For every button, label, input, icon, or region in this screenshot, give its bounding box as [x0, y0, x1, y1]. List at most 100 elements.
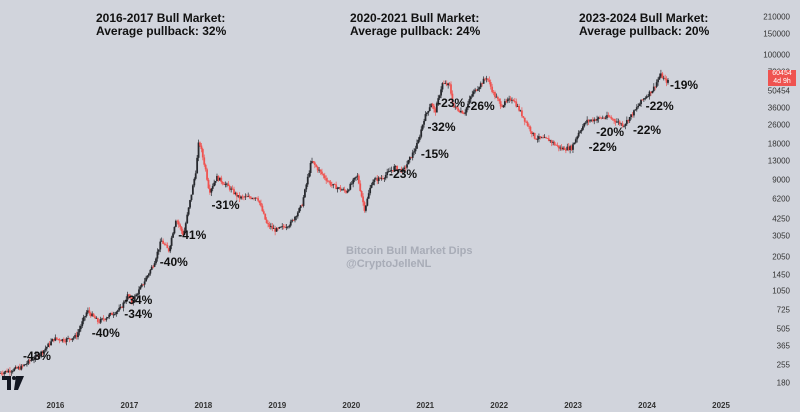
- candle-body: [308, 172, 311, 177]
- candle-body: [304, 189, 306, 198]
- candle-body: [335, 184, 338, 190]
- pullback-label: -40%: [159, 254, 188, 269]
- candle-body: [448, 83, 451, 85]
- pullback-label: -26%: [466, 99, 495, 114]
- candle-body: [177, 221, 180, 225]
- candle-body: [528, 125, 530, 127]
- candle-body: [620, 123, 623, 125]
- candle-body: [70, 339, 72, 340]
- candle-body: [119, 306, 122, 308]
- candle-body: [200, 145, 203, 150]
- candle-body: [208, 188, 211, 193]
- candle-body: [40, 351, 43, 355]
- candle-body: [319, 169, 322, 172]
- candle-body: [608, 116, 611, 118]
- candle-body: [391, 170, 394, 171]
- y-tick-label: 505: [776, 324, 790, 334]
- candle-body: [367, 193, 370, 199]
- candle-body: [423, 120, 425, 125]
- candle-body: [484, 78, 486, 80]
- candle-body: [84, 316, 86, 318]
- candle-body: [633, 110, 635, 116]
- candle-body: [77, 332, 79, 338]
- candle-body: [321, 171, 323, 175]
- candle-body: [406, 164, 408, 168]
- candle-body: [589, 120, 591, 122]
- candle-body: [72, 337, 75, 339]
- y-tick-label: 725: [776, 305, 790, 315]
- candle-body: [174, 220, 177, 227]
- tradingview-logo[interactable]: [2, 376, 24, 390]
- candle-body: [258, 200, 261, 204]
- candle-body: [594, 119, 597, 121]
- candle-body: [634, 109, 637, 111]
- candle-body: [482, 78, 485, 84]
- candle-body: [3, 372, 6, 375]
- candle-body: [435, 103, 438, 113]
- candle-body: [508, 98, 511, 100]
- candle-body: [516, 105, 519, 107]
- candle-body: [287, 226, 289, 228]
- candle-body: [468, 99, 471, 104]
- candle-body: [312, 161, 315, 163]
- candle-body: [67, 338, 69, 339]
- candle-body: [363, 202, 366, 211]
- candle-body: [121, 306, 123, 308]
- candle-body: [7, 370, 10, 373]
- y-tick-label: 1050: [772, 286, 790, 296]
- candle-body: [573, 142, 576, 145]
- candle-body: [569, 146, 572, 151]
- candle-body: [349, 183, 352, 190]
- candle-body: [142, 284, 145, 286]
- candle-body: [220, 177, 223, 183]
- candle-body: [642, 98, 645, 100]
- candle-body: [538, 136, 540, 139]
- candle-body: [62, 339, 65, 342]
- candle-body: [576, 136, 579, 140]
- candle-body: [376, 178, 379, 182]
- candle-body: [133, 296, 136, 302]
- candle-body: [475, 89, 478, 91]
- candle-body: [126, 294, 129, 300]
- candle-body: [590, 119, 593, 121]
- candle-body: [322, 174, 325, 176]
- candle-body: [255, 197, 258, 199]
- candle-body: [549, 140, 552, 142]
- candle-body: [261, 205, 264, 212]
- candle-body: [37, 354, 40, 357]
- candle-body: [440, 89, 442, 96]
- candle-body: [45, 346, 48, 349]
- candle-body: [350, 183, 353, 185]
- candle-body: [657, 79, 659, 83]
- candle-body: [492, 91, 495, 93]
- candle-body: [138, 289, 140, 295]
- candle-body: [169, 245, 172, 252]
- pullback-label: -34%: [124, 306, 153, 321]
- candle-body: [441, 83, 444, 90]
- candle-body: [462, 113, 465, 115]
- candle-body: [316, 166, 319, 171]
- candle-body: [146, 275, 149, 278]
- candle-body: [454, 106, 457, 108]
- candle-body: [98, 321, 101, 323]
- candle-body: [20, 365, 23, 370]
- candle-body: [13, 368, 16, 372]
- candle-body: [518, 105, 520, 111]
- candle-body: [18, 367, 21, 370]
- candle-body: [252, 198, 255, 200]
- candle-body: [78, 329, 81, 333]
- candle-body: [340, 189, 343, 191]
- candle-body: [123, 301, 126, 303]
- candle-body: [550, 140, 553, 143]
- candle-body: [369, 187, 372, 194]
- candle-body: [194, 173, 197, 179]
- candle-body: [24, 364, 27, 366]
- candle-body: [295, 216, 298, 218]
- candle-body: [645, 96, 648, 98]
- x-tick-label: 2018: [194, 401, 213, 410]
- candle-body: [58, 339, 61, 341]
- candle-body: [509, 98, 512, 101]
- candle-body: [359, 183, 362, 191]
- candle-body: [204, 164, 207, 170]
- candle-body: [207, 179, 210, 189]
